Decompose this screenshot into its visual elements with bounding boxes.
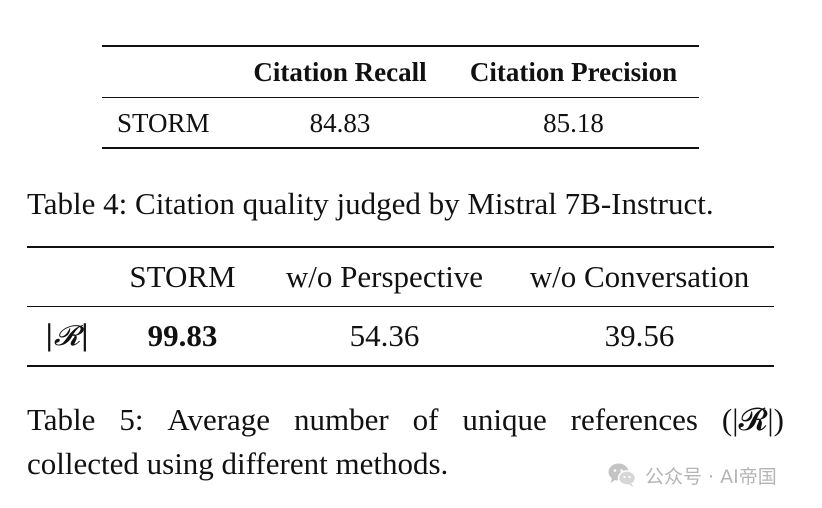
- header-wo-perspective: w/o Perspective: [285, 259, 484, 294]
- table-top-rule: [27, 246, 774, 248]
- wo-perspective-value: 54.36: [349, 318, 420, 353]
- caption-word: Average: [167, 402, 271, 437]
- caption-word: (|𝓡|): [721, 402, 784, 437]
- caption-word: of: [412, 402, 439, 437]
- caption-line-1: Table 5: Average number of unique refere…: [27, 398, 784, 442]
- table-mid-rule: [27, 306, 774, 307]
- table-5: STORM w/o Perspective w/o Conversation |…: [27, 246, 774, 367]
- table-row: STORM 84.83 85.18: [102, 98, 699, 147]
- header-citation-precision: Citation Precision: [469, 57, 678, 87]
- caption-word: Table: [27, 402, 96, 437]
- table-4-caption: Table 4: Citation quality judged by Mist…: [27, 186, 714, 221]
- table-header-row: STORM w/o Perspective w/o Conversation: [27, 248, 774, 306]
- table-row: |𝓡| 99.83 54.36 39.56: [27, 307, 774, 365]
- caption-word: number: [293, 402, 389, 437]
- table-mid-rule: [102, 97, 699, 98]
- table-4: Citation Recall Citation Precision STORM…: [102, 45, 699, 149]
- caption-word: unique: [462, 402, 547, 437]
- row-metric-label: |𝓡|: [44, 319, 90, 352]
- citation-precision-value: 85.18: [543, 108, 604, 138]
- header-wo-conversation: w/o Conversation: [529, 259, 750, 294]
- wo-conversation-value: 39.56: [604, 318, 675, 353]
- citation-recall-value: 84.83: [309, 108, 371, 138]
- table-top-rule: [102, 45, 699, 47]
- caption-word: references: [570, 402, 698, 437]
- watermark-text: 公众号 · AI帝国: [645, 465, 777, 488]
- table-header-row: Citation Recall Citation Precision: [102, 47, 699, 97]
- caption-word: 5:: [119, 402, 144, 437]
- row-method-label: STORM: [117, 108, 210, 138]
- table-5-caption: Table 5: Average number of unique refere…: [27, 398, 784, 486]
- wechat-icon: [607, 462, 637, 488]
- table-bottom-rule: [27, 365, 774, 367]
- header-citation-recall: Citation Recall: [253, 57, 427, 87]
- header-storm: STORM: [129, 259, 236, 294]
- storm-value: 99.83: [147, 318, 218, 353]
- watermark: 公众号 · AI帝国: [607, 461, 777, 489]
- table-bottom-rule: [102, 147, 699, 149]
- caption-line-2: collected using different methods.: [27, 446, 449, 481]
